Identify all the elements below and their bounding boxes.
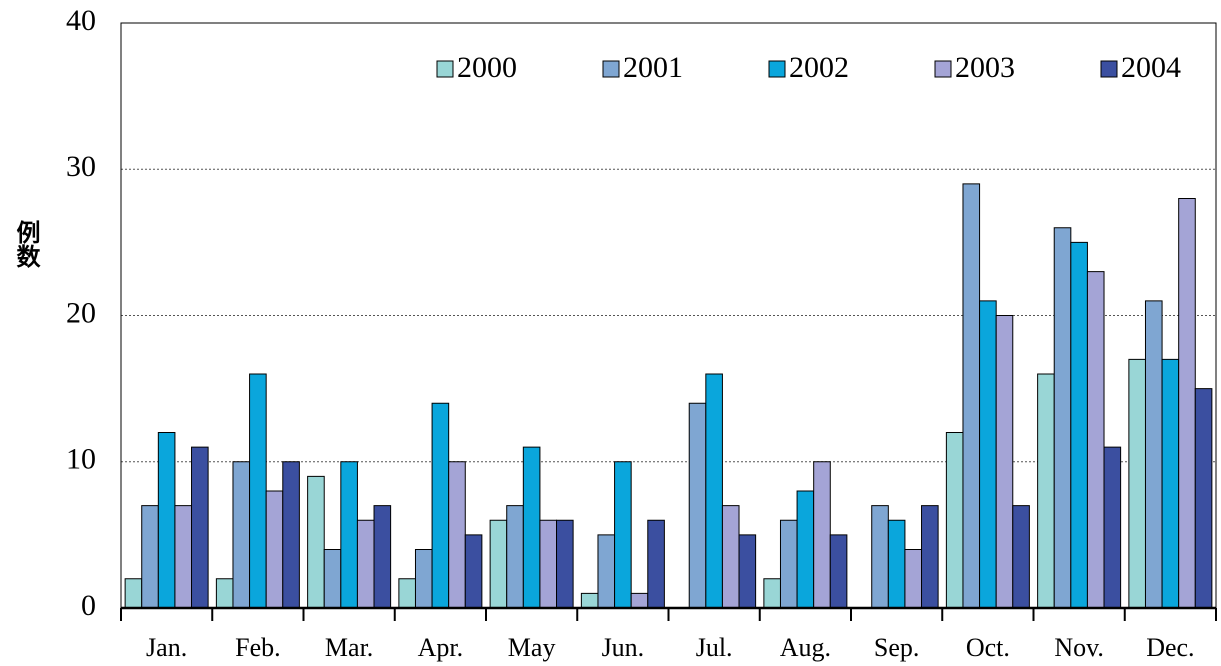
x-tick-label: Apr. [418, 633, 464, 662]
bar [1178, 198, 1196, 609]
bar [1012, 505, 1030, 609]
bar [232, 461, 251, 609]
y-axis-label: 例数 [12, 220, 40, 269]
bar [1086, 271, 1105, 609]
bar [647, 519, 665, 609]
legend-swatch [436, 60, 454, 78]
bar [904, 549, 923, 609]
x-tick-label: Aug. [780, 633, 831, 662]
bar [614, 461, 632, 609]
bar [215, 578, 234, 609]
bar [688, 402, 707, 609]
x-tick-label: Jun. [602, 633, 645, 662]
x-tick-label: Jan. [146, 633, 187, 662]
x-tick-label: Jul. [696, 633, 733, 662]
bar [580, 592, 599, 609]
x-tick-label: Dec. [1146, 633, 1194, 662]
bar [340, 461, 358, 609]
bar [763, 578, 781, 609]
x-tick-label: May [508, 633, 556, 662]
bar [1144, 300, 1163, 609]
bar [630, 592, 649, 609]
bar [1070, 241, 1088, 609]
bar [414, 549, 433, 609]
bar [265, 490, 284, 609]
y-tick-label: 30 [66, 150, 96, 183]
bar [141, 505, 159, 609]
bar [249, 373, 267, 609]
bar [431, 402, 450, 609]
legend-label: 2004 [1121, 51, 1181, 84]
legend-swatch [602, 60, 620, 78]
bar [1128, 358, 1146, 609]
bar [979, 300, 997, 609]
legend-label: 2002 [789, 51, 849, 84]
bar [373, 505, 392, 609]
bar [1103, 446, 1122, 609]
x-tick-label: Mar. [325, 633, 373, 662]
bar [738, 534, 757, 609]
bar [448, 461, 466, 609]
x-tick-label: Oct. [966, 633, 1010, 662]
bar [282, 461, 300, 609]
bar [995, 315, 1014, 609]
x-tick-label: Nov. [1054, 633, 1104, 662]
bar [489, 519, 508, 609]
bar [556, 519, 574, 609]
bar [813, 461, 831, 609]
bar [1194, 388, 1213, 609]
bar [1161, 358, 1180, 609]
bar [796, 490, 815, 609]
bar [1037, 373, 1055, 609]
bar [191, 446, 209, 609]
bar [464, 534, 483, 609]
bar [887, 519, 906, 609]
bar [705, 373, 723, 609]
bar [174, 505, 193, 609]
y-tick-label: 20 [66, 296, 96, 329]
bar [398, 578, 416, 609]
y-tick-label: 40 [66, 4, 96, 37]
bar [522, 446, 541, 609]
bar [157, 432, 176, 609]
legend-swatch [768, 60, 786, 78]
y-tick-label: 10 [66, 443, 96, 476]
bar [124, 578, 143, 609]
bar [779, 519, 798, 609]
bar [307, 475, 325, 609]
y-tick-label: 0 [81, 589, 96, 622]
bar [871, 505, 889, 609]
bar [921, 505, 939, 609]
bar [597, 534, 616, 609]
legend-swatch [1100, 60, 1118, 78]
bar [721, 505, 740, 609]
x-tick-label: Sep. [874, 633, 920, 662]
bar [506, 505, 524, 609]
bar [539, 519, 558, 609]
x-tick-label: Feb. [235, 633, 281, 662]
bar [829, 534, 848, 609]
legend-label: 2001 [623, 51, 683, 84]
legend-label: 2000 [457, 51, 517, 84]
bar [323, 549, 342, 609]
bar [356, 519, 375, 609]
legend-swatch [934, 60, 952, 78]
bar [962, 183, 981, 609]
legend-label: 2003 [955, 51, 1015, 84]
bar [945, 432, 964, 609]
bar [1053, 227, 1072, 609]
